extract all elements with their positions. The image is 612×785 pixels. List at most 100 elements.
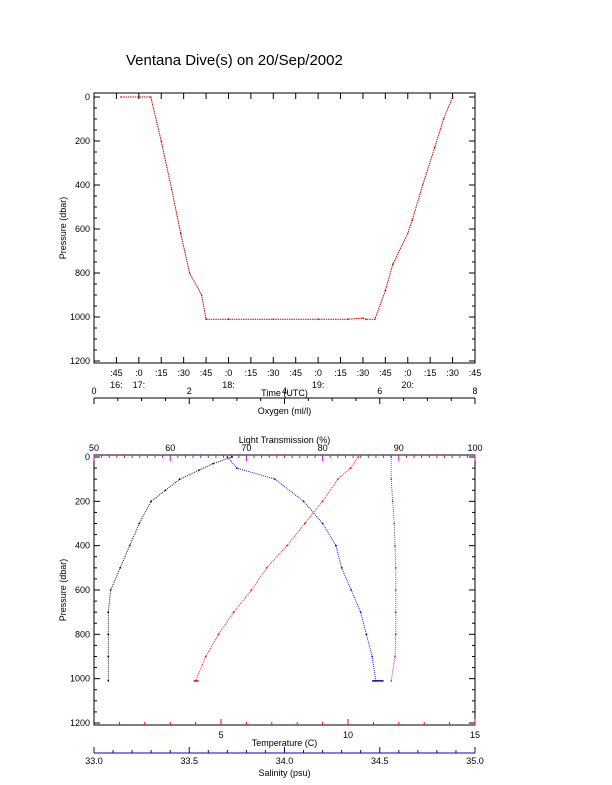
salinity-profile-point xyxy=(226,456,229,458)
temperature-profile-point xyxy=(357,456,360,458)
temperature-profile-point xyxy=(303,522,306,525)
oxygen-tick-label: 8 xyxy=(472,386,477,396)
plot1-ytick-label: 600 xyxy=(75,224,90,234)
plot1-xtick-minute: :30 xyxy=(446,368,459,378)
dive-trace-point xyxy=(317,318,319,321)
plot1-xtick-hour: 16: xyxy=(110,380,123,390)
plot2-ytick-label: 800 xyxy=(75,629,90,639)
salinity-profile-point xyxy=(274,478,276,481)
salinity-axis-label: Salinity (psu) xyxy=(258,768,310,778)
plot2-ytick-label: 1200 xyxy=(70,718,90,728)
temperature-profile-point xyxy=(204,655,207,658)
light_transmission-profile-point xyxy=(390,478,393,481)
light_transmission-profile-point xyxy=(394,566,397,569)
plot1-frame xyxy=(93,92,476,364)
plot1-ytick-label: 1000 xyxy=(70,312,90,322)
plot1-xtick-minute: :30 xyxy=(267,368,280,378)
light_transmission-profile-line xyxy=(390,457,397,681)
salinity-profile-point xyxy=(235,467,238,469)
salinity-profile-point xyxy=(335,544,337,547)
plot1-xtick-minute: :15 xyxy=(334,368,347,378)
temperature-profile-point xyxy=(232,611,235,614)
dive-trace-point xyxy=(227,318,230,321)
temperature-tick-label: 15 xyxy=(470,730,480,740)
plot1-xtick-minute: :0 xyxy=(225,368,233,378)
temperature-profile-point xyxy=(217,633,220,636)
oxygen-profile-point xyxy=(128,544,131,547)
oxygen-profile-point xyxy=(212,462,214,465)
plot1-xtick-minute: :15 xyxy=(245,368,258,378)
light_transmission-profile-point xyxy=(394,633,397,636)
plot1-xtick-hour: 18: xyxy=(222,380,235,390)
temperature-profile-point xyxy=(250,589,253,591)
plot1-xtick-minute: :0 xyxy=(314,368,322,378)
plot1-ytick-label: 200 xyxy=(75,136,90,146)
plot1-xtick-minute: :45 xyxy=(379,368,392,378)
plot1-xtick-hour: 17: xyxy=(133,380,146,390)
plot1-xtick-hour: 20: xyxy=(402,380,415,390)
temperature-profile-point xyxy=(286,544,288,547)
oxygen-profile-point xyxy=(107,679,110,682)
light_transmission-profile-point xyxy=(394,544,396,547)
dive-trace-point xyxy=(138,96,140,98)
plot1-ytick-label: 1200 xyxy=(70,356,90,366)
plot1-xtick-minute: :30 xyxy=(357,368,370,378)
plot1-xtick-hour: 19: xyxy=(312,380,325,390)
light_transmission-profile-point xyxy=(394,589,397,591)
light_transmission-profile-point xyxy=(394,611,397,614)
oxygen-profile-line xyxy=(107,456,233,681)
dive-trace-point xyxy=(384,289,387,292)
dive-trace-point xyxy=(200,294,203,296)
plot2-ytick-label: 400 xyxy=(75,541,90,551)
dive-trace-point xyxy=(120,96,122,98)
dive-trace-point xyxy=(406,232,409,235)
light-tick-label: 70 xyxy=(241,443,251,453)
temperature-profile-point xyxy=(349,467,352,469)
light-tick-label: 90 xyxy=(394,443,404,453)
oxygen-profile-point xyxy=(178,478,181,481)
oxygen-profile-point xyxy=(164,489,167,492)
plot1-xtick-minute: :45 xyxy=(289,368,302,378)
plot2-ytick-label: 1000 xyxy=(70,674,90,684)
salinity-profile-point xyxy=(340,566,343,569)
light_transmission-profile-point xyxy=(393,522,396,525)
plot1-xlabel: Time (UTC) xyxy=(261,388,308,398)
salinity-tick-label: 34.5 xyxy=(371,756,389,766)
plot2-ytick-label: 200 xyxy=(75,496,90,506)
oxygen-profile-point xyxy=(150,500,153,503)
salinity-tick-label: 33.5 xyxy=(180,756,198,766)
oxygen-profile-point xyxy=(138,522,141,525)
plot1-xtick-minute: :45 xyxy=(110,368,123,378)
dive-trace-point xyxy=(170,188,173,191)
plot2-ylabel: Pressure (dbar) xyxy=(58,559,68,622)
plot1-ylabel: Pressure (dbar) xyxy=(58,197,68,260)
temperature-profile-line xyxy=(195,456,359,682)
dive-trace-point xyxy=(392,263,394,266)
oxygen-tick-label: 0 xyxy=(91,386,96,396)
dive-trace-point xyxy=(188,272,191,274)
dive-trace-point xyxy=(362,317,364,319)
oxygen-axis-label: Oxygen (ml/l) xyxy=(258,406,312,416)
temperature-axis-label: Temperature (C) xyxy=(252,738,318,748)
oxygen-profile-point xyxy=(197,469,200,472)
light_transmission-profile-point xyxy=(391,500,394,503)
oxygen-profile-point xyxy=(109,589,112,591)
temperature-profile-point xyxy=(321,500,324,503)
salinity-profile-point xyxy=(321,522,324,525)
profile-plot: 0 200 400 600 800 1000 1200 Pressure (dbar) 0 2 4 6… xyxy=(58,386,484,778)
light_transmission-profile-point xyxy=(390,456,393,458)
temperature-tick-label: 5 xyxy=(218,730,223,740)
light-tick-label: 50 xyxy=(89,443,99,453)
salinity-tick-label: 33.0 xyxy=(85,756,103,766)
salinity-tick-label: 34.0 xyxy=(276,756,294,766)
plot1-xtick-minute: :45 xyxy=(469,368,482,378)
light-tick-label: 80 xyxy=(318,443,328,453)
plot2-ytick-label: 600 xyxy=(75,585,90,595)
oxygen-tick-label: 2 xyxy=(187,386,192,396)
salinity-profile-point xyxy=(302,500,305,503)
plot1-xtick-minute: :30 xyxy=(177,368,190,378)
oxygen-profile-point xyxy=(107,633,110,636)
dive-trace-point xyxy=(411,219,414,221)
light-tick-label: 60 xyxy=(165,443,175,453)
